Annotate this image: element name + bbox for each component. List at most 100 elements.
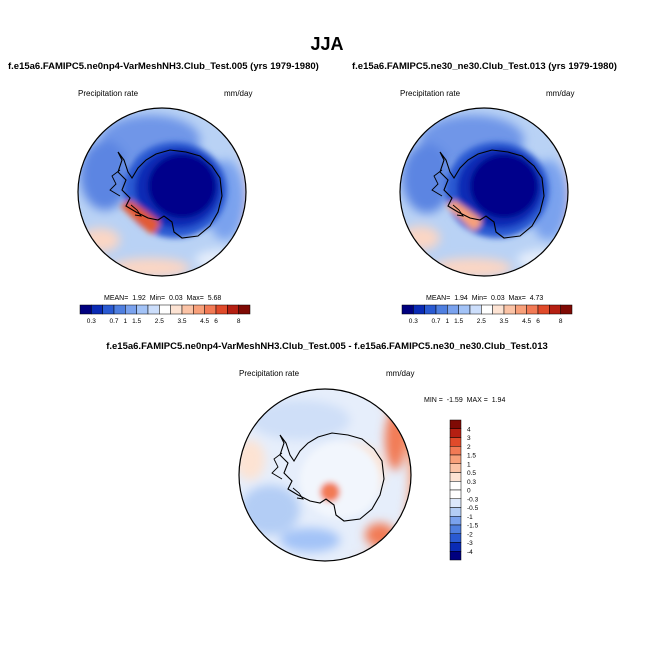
diff-units-label: mm/day [386,369,415,378]
right-mean-label: MEAN= [426,295,451,302]
left-colorbar-swatch [193,304,205,315]
diff-max-value: 1.94 [491,397,506,404]
left-colorbar-swatch [91,304,103,315]
left-colorbar-swatch [238,304,251,315]
left-max-value: 5.68 [207,295,222,302]
left-min-label: Min= [149,295,166,302]
diff-panel-title: f.e15a6.FAMIPC5.ne0np4-VarMeshNH3.Club_T… [106,341,548,352]
diff-colorbar-label: -1.5 [467,523,479,530]
diff-colorbar-swatch [449,481,462,491]
diff-colorbar-label: -2 [467,531,473,538]
diff-min-label: MIN = [424,397,443,404]
diff-colorbar-swatch [449,437,462,447]
right-colorbar-swatch [492,304,505,315]
left-colorbar-swatch [79,304,92,315]
diff-colorbar-label: 0.3 [467,479,476,486]
diff-colorbar-swatch [449,428,462,438]
right-min-label: Min= [471,295,488,302]
right-colorbar-label: 1.5 [454,318,463,325]
diff-colorbar-swatch [449,507,462,517]
left-colorbar-label: 3.5 [177,318,186,325]
diff-colorbar-label: 1 [467,461,471,468]
left-colorbar-label: 8 [237,318,241,325]
right-colorbar-swatch [424,304,437,315]
diff-colorbar-swatch [449,489,462,499]
left-colorbar-swatch [204,304,217,315]
left-mean-value: 1.92 [132,295,146,302]
right-max-value: 4.73 [529,295,544,302]
diff-colorbar-label: 2 [467,444,471,451]
left-colorbar-label: 4.5 [200,318,209,325]
left-polar-map [77,107,247,277]
right-colorbar-swatch [526,304,539,315]
left-colorbar-swatch [170,304,183,315]
diff-colorbar-label: -4 [467,549,473,556]
diff-colorbar-label: 4 [467,426,471,433]
diff-colorbar-swatch [449,524,462,534]
diff-max-label: MAX = [466,397,488,404]
left-stats: MEAN= 1.92 Min= 0.03 Max= 5.68 [104,295,221,302]
left-mean-label: MEAN= [104,295,129,302]
right-colorbar-label: 4.5 [522,318,531,325]
diff-colorbar-swatch [449,446,462,456]
right-colorbar-swatch [447,304,459,315]
diff-colorbar-swatch [449,419,462,429]
left-max-label: Max= [186,295,204,302]
main-title: JJA [310,34,344,54]
diff-colorbar-swatch [449,454,462,464]
right-max-label: Max= [508,295,526,302]
left-colorbar-swatch [181,304,194,315]
diff-colorbar-swatch [449,472,462,482]
diff-colorbar-swatch [449,551,462,561]
right-stats: MEAN= 1.94 Min= 0.03 Max= 4.73 [426,295,543,302]
diff-colorbar-label: -0.5 [467,505,479,512]
diff-colorbar-label: 3 [467,435,471,442]
right-colorbar-label: 1 [446,318,450,325]
diff-colorbar-swatch [449,463,462,473]
right-colorbar-swatch [515,304,527,315]
right-mean-value: 1.94 [454,295,468,302]
right-polar-map [399,107,569,277]
diff-colorbar-swatch [449,498,462,508]
left-colorbar-swatch [102,304,115,315]
diff-colorbar-swatch [449,542,462,552]
right-colorbar-swatch [549,304,561,315]
right-colorbar-label: 8 [559,318,563,325]
left-min-value: 0.03 [168,295,183,302]
left-colorbar-swatch [136,304,149,315]
right-min-value: 0.03 [490,295,505,302]
left-colorbar-label: 1.5 [132,318,141,325]
left-colorbar-label: 2.5 [155,318,164,325]
left-variable-label: Precipitation rate [78,89,139,98]
left-colorbar-label: 1 [124,318,128,325]
right-colorbar-swatch [560,304,573,315]
right-colorbar-swatch [503,304,516,315]
diff-colorbar-label: -0.3 [467,496,479,503]
right-colorbar-swatch [435,304,448,315]
left-units-label: mm/day [224,89,253,98]
diff-variable-label: Precipitation rate [239,369,300,378]
right-colorbar-swatch [401,304,414,315]
right-colorbar-label: 3.5 [499,318,508,325]
diff-polar-map [238,388,412,562]
right-colorbar-label: 2.5 [477,318,486,325]
diff-stats: MIN = -1.59 MAX = 1.94 [424,397,505,404]
right-units-label: mm/day [546,89,575,98]
diff-colorbar-label: 1.5 [467,453,476,460]
right-colorbar-label: 0.3 [409,318,418,325]
left-colorbar-swatch [113,304,126,315]
right-colorbar-swatch [413,304,425,315]
left-colorbar-swatch [227,304,239,315]
diff-colorbar-label: -3 [467,540,473,547]
left-colorbar-swatch [147,304,160,315]
right-colorbar-label: 6 [536,318,540,325]
left-colorbar-swatch [159,304,171,315]
left-colorbar-swatch [125,304,137,315]
right-panel-title: f.e15a6.FAMIPC5.ne30_ne30.Club_Test.013 … [352,61,617,72]
right-variable-label: Precipitation rate [400,89,461,98]
left-colorbar-label: 0.3 [87,318,96,325]
diff-colorbar-label: 0.5 [467,470,476,477]
diff-colorbar-label: -1 [467,514,473,521]
right-colorbar-swatch [481,304,493,315]
